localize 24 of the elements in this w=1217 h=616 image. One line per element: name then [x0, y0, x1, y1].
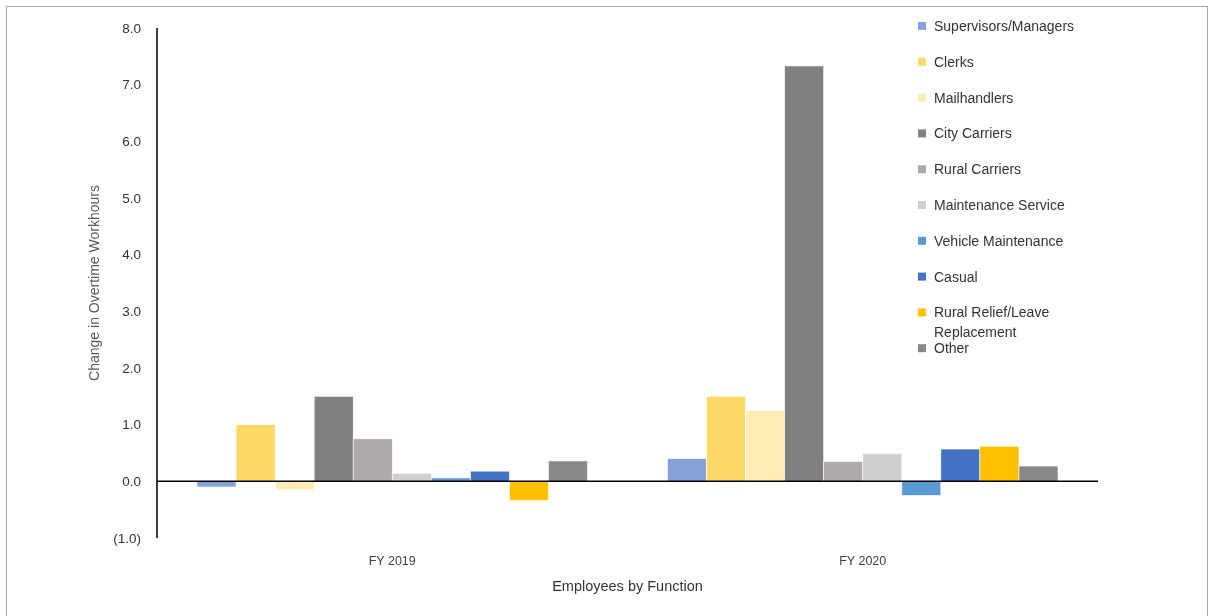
y-tick-label: 1.0 — [122, 417, 141, 433]
legend-label: City Carriers — [934, 125, 1012, 142]
legend-label: Other — [934, 340, 970, 357]
y-tick-label: 4.0 — [122, 247, 141, 263]
legend-label: Maintenance Service — [934, 196, 1065, 213]
legend-label: Clerks — [934, 53, 974, 70]
legend-label: Rural Relief/Leave Replacement — [934, 304, 1050, 341]
legend-label: Vehicle Maintenance — [934, 232, 1064, 249]
legend-label: Casual — [934, 268, 978, 285]
y-tick-label: 5.0 — [122, 190, 141, 206]
x-tick-label: FY 2019 — [368, 554, 416, 568]
y-tick-label: 0.0 — [122, 474, 141, 490]
y-axis-title: Change in Overtime Workhours — [86, 185, 102, 381]
legend-label: Supervisors/Managers — [934, 17, 1075, 34]
x-tick-label: FY 2020 — [839, 554, 887, 568]
legend-label: Rural Carriers — [934, 161, 1022, 178]
y-tick-label: 6.0 — [122, 134, 141, 150]
legend-label: Mailhandlers — [934, 89, 1014, 106]
y-tick-label: 7.0 — [122, 77, 141, 93]
x-axis-title: Employees by Function — [552, 578, 703, 594]
y-tick-label: 8.0 — [122, 20, 141, 36]
y-tick-label: (1.0) — [113, 530, 141, 546]
y-tick-label: 3.0 — [122, 304, 141, 320]
y-tick-label: 2.0 — [122, 360, 141, 376]
